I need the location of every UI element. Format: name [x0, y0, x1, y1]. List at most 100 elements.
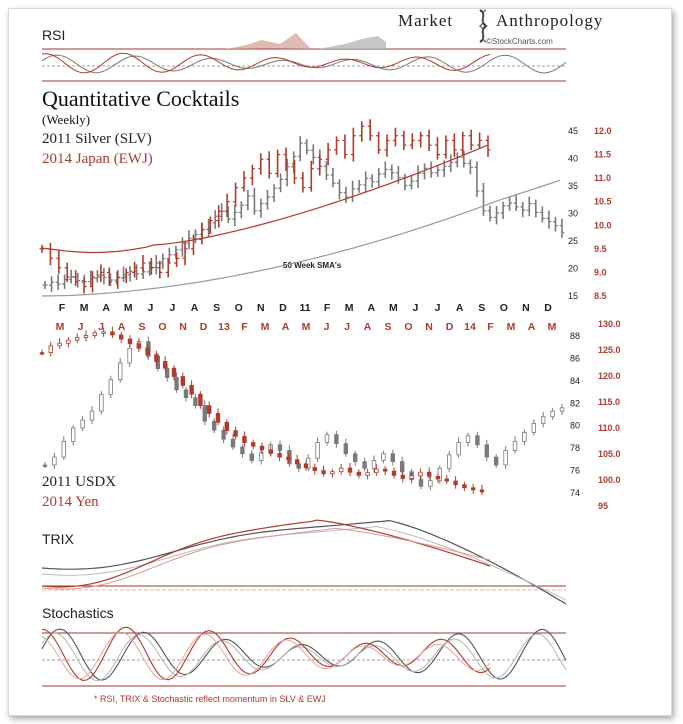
usdx-y-tick-4: 80	[570, 421, 580, 431]
rsi-ewj-line	[41, 52, 491, 74]
yen-candle-body-37	[365, 472, 370, 476]
bottom-month-20: 14	[464, 321, 476, 333]
top-month-2: A	[102, 302, 110, 314]
dna-helix-icon	[478, 9, 488, 43]
yen-candle-body-1	[48, 345, 53, 353]
top-month-6: A	[191, 302, 199, 314]
top-month-8: O	[235, 302, 243, 314]
bottom-month-0: M	[56, 321, 65, 333]
top-month-11: 11	[299, 302, 310, 314]
yen-candle-body-29	[294, 459, 300, 465]
yen-candle-body-13	[154, 354, 159, 362]
ewj-y-tick-4: 10.0	[594, 220, 612, 230]
ewj-y-tick-3: 10.5	[594, 197, 612, 207]
usdx-candle-body-3	[71, 427, 76, 442]
bottom-month-9: F	[241, 321, 248, 333]
top-month-12: F	[324, 302, 331, 314]
bottom-month-10: M	[261, 321, 270, 333]
usdx-candle-body-2	[61, 441, 66, 458]
rsi-slv-line	[41, 54, 567, 74]
usdx-candle-body-40	[418, 479, 424, 487]
usdx-candle-body-33	[352, 453, 358, 462]
yen-candle-body-4	[75, 337, 80, 341]
top-month-5: J	[170, 302, 176, 314]
bottom-month-18: N	[425, 321, 433, 333]
yen-y-tick-7: 95	[598, 501, 608, 511]
slv-y-tick-1: 40	[568, 154, 578, 164]
usdx-y-tick-6: 76	[570, 466, 580, 476]
ewj-sma-line	[41, 144, 489, 254]
top-month-7: S	[213, 302, 220, 314]
main-title: Quantitative Cocktails	[42, 86, 239, 111]
usdx-candle-body-16	[193, 397, 198, 406]
ewj-y-tick-5: 9.5	[594, 244, 607, 254]
usdx-y-tick-1: 86	[570, 353, 580, 363]
yen-candle-body-7	[101, 331, 106, 334]
bottom-month-12: M	[302, 321, 311, 333]
yen-candle-body-44	[426, 471, 432, 477]
sma-annotation: 50 Week SMA's	[283, 261, 342, 270]
bottom-month-14: J	[344, 321, 350, 333]
bottom-month-6: N	[179, 321, 187, 333]
trix-slv-line	[41, 519, 567, 605]
brand-name-right: Anthropology	[496, 11, 603, 30]
usdx-candle-body-18	[211, 420, 217, 431]
bottom-month-24: M	[548, 321, 557, 333]
usdx-candle-body-45	[465, 435, 471, 443]
bottom-month-16: S	[384, 321, 391, 333]
legend-usdx: 2011 USDX	[42, 474, 116, 490]
yen-candle-body-39	[382, 468, 388, 472]
main-price-panel	[39, 119, 565, 297]
slv-y-tick-3: 30	[568, 209, 578, 219]
yen-candle-body-2	[57, 342, 62, 347]
usdx-candle-body-15	[183, 389, 189, 399]
yen-y-tick-0: 130.0	[598, 319, 621, 329]
usdx-candle-body-1	[52, 456, 57, 466]
ewj-y-tick-7: 8.5	[594, 291, 607, 301]
top-month-15: M	[389, 302, 398, 314]
yen-candle-body-33	[330, 471, 335, 475]
yen-candle-body-28	[286, 456, 291, 461]
usdx-candle-body-51	[522, 432, 527, 442]
top-month-9: N	[257, 302, 265, 314]
yen-candle-body-32	[321, 470, 326, 475]
bottom-month-22: M	[507, 321, 516, 333]
bottom-month-8: 13	[218, 321, 230, 333]
bottom-month-5: O	[158, 321, 166, 333]
yen-candle-body-8	[110, 331, 115, 336]
usdx-y-tick-0: 88	[570, 331, 580, 341]
yen-candle-body-21	[224, 421, 229, 431]
yen-candle-body-22	[233, 430, 238, 437]
bottom-month-19: D	[446, 321, 454, 333]
bottom-month-15: A	[364, 321, 372, 333]
usdx-candle-body-21	[240, 446, 245, 455]
usdx-candle-body-32	[343, 443, 348, 455]
trix-ewj-signal	[41, 527, 491, 590]
slv-y-tick-5: 20	[568, 264, 578, 274]
usdx-candle-body-31	[334, 434, 339, 445]
usdx-candle-body-13	[164, 368, 170, 378]
yen-candle-body-50	[479, 489, 485, 493]
yen-candle-body-25	[259, 445, 265, 451]
yen-y-tick-1: 125.0	[598, 345, 621, 355]
yen-candle-body-45	[435, 475, 441, 480]
yen-candle-body-23	[242, 435, 247, 443]
yen-y-tick-4: 110.0	[598, 423, 620, 433]
slv-y-tick-6: 15	[568, 291, 578, 301]
legend-yen: 2014 Yen	[42, 494, 99, 510]
stochastics-panel	[41, 626, 567, 687]
stoch-slv-d	[41, 632, 567, 682]
usdx-candle-body-43	[446, 454, 452, 469]
usdx-candle-body-55	[559, 407, 565, 412]
usdx-y-tick-2: 84	[570, 376, 580, 386]
main-subtitle: (Weekly)	[42, 112, 90, 127]
yen-candle-body-12	[145, 347, 150, 356]
bottom-month-1: J	[78, 321, 84, 333]
yen-candle-body-38	[374, 468, 379, 474]
brand-name-left: Market	[398, 11, 453, 30]
usdx-candle-body-36	[381, 453, 386, 461]
usdx-candle-body-22	[249, 453, 254, 461]
yen-candle-body-24	[250, 442, 256, 447]
rsi-label: RSI	[42, 27, 65, 43]
